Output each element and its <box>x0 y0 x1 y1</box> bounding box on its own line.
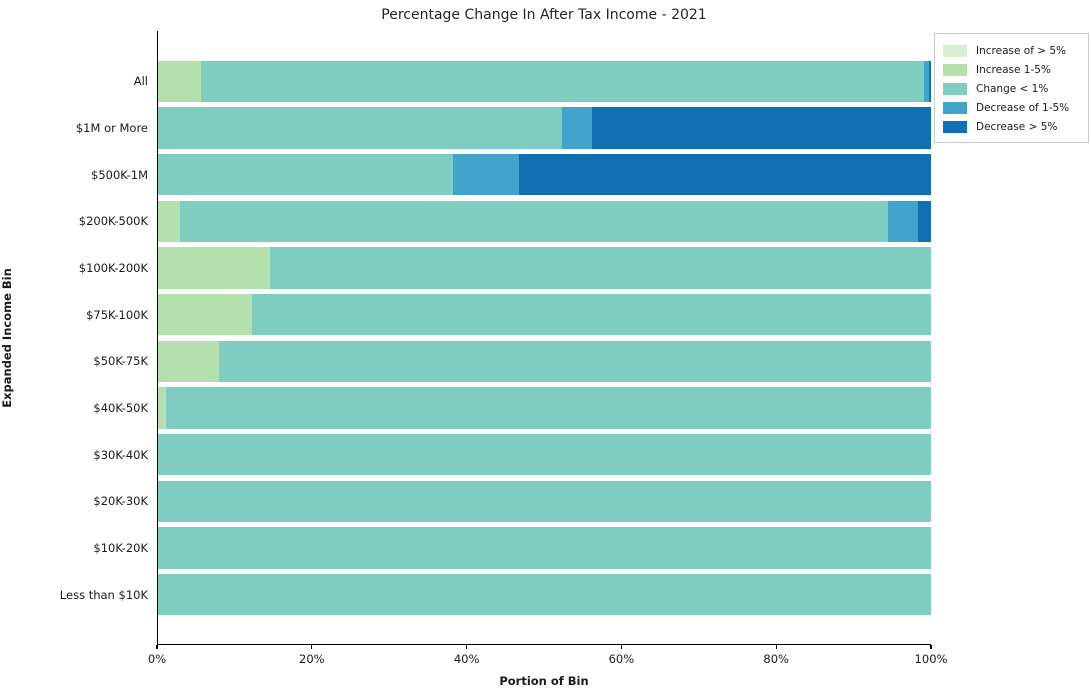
y-tick-label: $50K-75K <box>93 354 148 369</box>
legend-item: Change < 1% <box>943 79 1080 98</box>
bar-segment <box>179 200 888 243</box>
bar-segment <box>201 60 925 103</box>
x-tick-mark <box>930 645 932 649</box>
y-tick-label: $30K-40K <box>93 447 148 462</box>
bar-row <box>158 107 931 149</box>
x-tick-mark <box>775 645 777 649</box>
bar-row <box>158 153 931 196</box>
bar-segment <box>592 107 931 149</box>
bar-row <box>158 247 931 289</box>
plot-area <box>157 31 931 645</box>
legend-label: Decrease > 5% <box>976 120 1058 133</box>
bar-segment <box>158 480 931 523</box>
bar-row <box>158 480 931 523</box>
y-tick-label: $75K-100K <box>86 307 148 322</box>
bar-row <box>158 433 931 476</box>
legend-label: Change < 1% <box>976 82 1049 95</box>
legend-label: Increase 1-5% <box>976 63 1051 76</box>
legend-item: Decrease > 5% <box>943 117 1080 136</box>
chart-title: Percentage Change In After Tax Income - … <box>381 7 707 23</box>
legend-swatch <box>943 63 967 76</box>
bar-segment <box>158 293 252 336</box>
bar-segment <box>924 60 929 103</box>
bar-row <box>158 340 931 383</box>
x-tick-mark <box>311 645 313 649</box>
legend-swatch <box>943 120 967 133</box>
legend-swatch <box>943 44 967 57</box>
bar-row <box>158 60 931 103</box>
bar-segment <box>158 340 220 383</box>
y-tick-label: $200K-500K <box>78 214 148 229</box>
x-axis-label: Portion of Bin <box>499 674 589 688</box>
legend: Increase of > 5% Increase 1-5% Change < 1%… <box>934 33 1089 143</box>
x-tick-label: 40% <box>453 652 480 666</box>
x-tick-label: 20% <box>299 652 325 666</box>
legend-item: Decrease of 1-5% <box>943 98 1080 117</box>
bar-segment <box>158 107 562 149</box>
bar-segment <box>158 433 931 476</box>
x-tick-mark <box>465 645 468 649</box>
legend-swatch <box>943 82 967 95</box>
legend-item: Increase 1-5% <box>943 60 1080 79</box>
x-tick-label: 80% <box>763 652 789 666</box>
x-tick-label: 60% <box>608 652 635 666</box>
x-tick-label: 100% <box>914 652 948 666</box>
bar-segment <box>453 153 519 196</box>
bar-row <box>158 200 931 243</box>
x-tick-mark <box>156 645 158 649</box>
bar-row <box>158 387 931 429</box>
y-axis-label: Expanded Income Bin <box>0 268 14 408</box>
bar-segment <box>158 200 180 243</box>
bar-segment <box>158 573 931 616</box>
y-tick-label: $100K-200K <box>78 261 148 275</box>
bar-segment <box>270 247 931 289</box>
bar-segment <box>928 60 931 103</box>
bar-segment <box>219 340 931 383</box>
bar-segment <box>158 247 271 289</box>
bar-row <box>158 293 931 336</box>
bar-segment <box>887 200 918 243</box>
y-tick-label: All <box>133 74 148 89</box>
bar-segment <box>158 153 454 196</box>
y-tick-label: $1M or More <box>75 121 148 135</box>
bar-segment <box>158 527 931 569</box>
bar-row <box>158 527 931 569</box>
bar-segment <box>158 387 166 429</box>
y-tick-label: $500K-1M <box>91 167 148 182</box>
y-tick-label: $20K-30K <box>93 494 148 509</box>
legend-swatch <box>943 101 967 114</box>
legend-item: Increase of > 5% <box>943 41 1080 60</box>
x-tick-label: 0% <box>147 652 167 666</box>
bar-segment <box>251 293 931 336</box>
y-tick-label: $10K-20K <box>93 541 148 555</box>
y-tick-label: Less than $10K <box>59 587 148 602</box>
bar-segment <box>518 153 931 196</box>
y-tick-label: $40K-50K <box>93 401 148 415</box>
bar-segment <box>561 107 593 149</box>
bar-segment <box>158 60 202 103</box>
bar-segment <box>165 387 931 429</box>
x-tick-mark <box>620 645 623 649</box>
legend-label: Increase of > 5% <box>976 44 1067 57</box>
bar-segment <box>917 200 931 243</box>
legend-label: Decrease of 1-5% <box>976 101 1070 114</box>
bar-row <box>158 573 931 616</box>
